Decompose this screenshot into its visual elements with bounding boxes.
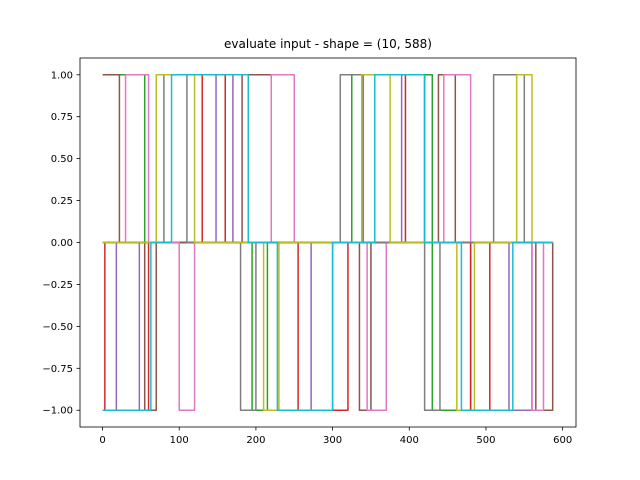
x-tick-label: 200 [246,435,265,446]
y-tick-label: −0.50 [42,322,73,333]
x-tick-label: 400 [400,435,419,446]
y-tick-label: 0.25 [51,196,73,207]
x-axis-ticks: 0 100 200 300 400 500 600 [99,427,572,446]
y-tick-label: 0.00 [51,238,73,249]
x-tick-label: 0 [99,435,105,446]
y-tick-label: −0.75 [42,364,73,375]
series-line-9 [102,74,553,411]
series-line-7 [102,74,553,411]
x-tick-label: 600 [553,435,572,446]
y-tick-label: 1.00 [51,70,73,81]
x-tick-label: 300 [323,435,342,446]
y-tick-label: 0.50 [51,154,73,165]
x-tick-label: 500 [476,435,495,446]
chart-title: evaluate input - shape = (10, 588) [224,37,432,51]
series-lines [102,74,554,411]
y-tick-label: 0.75 [51,112,73,123]
y-tick-label: −0.25 [42,280,73,291]
y-axis-ticks: −1.00 −0.75 −0.50 −0.25 0.00 0.25 0.50 0.75 1.00 [42,70,80,417]
plot-area-frame [79,57,577,428]
y-tick-label: −1.00 [42,406,73,417]
x-tick-label: 100 [170,435,189,446]
